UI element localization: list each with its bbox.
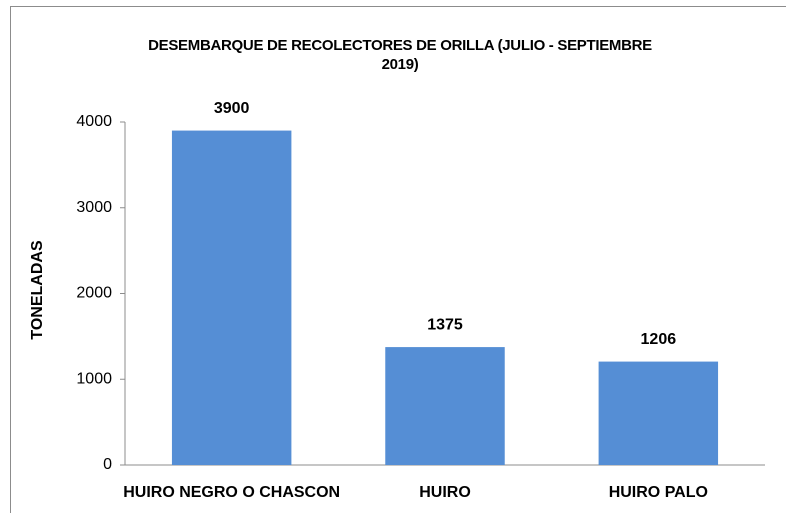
y-tick-label: 1000: [76, 370, 112, 387]
chart-title: DESEMBARQUE DE RECOLECTORES DE ORILLA (J…: [148, 37, 652, 73]
bar: [171, 130, 292, 465]
y-tick-label: 0: [103, 456, 112, 473]
x-tick-label: HUIRO: [419, 484, 471, 501]
y-tick-label: 4000: [76, 113, 112, 130]
data-label: 3900: [214, 100, 250, 117]
bar: [385, 347, 505, 465]
x-tick-label: HUIRO NEGRO O CHASCON: [123, 484, 340, 501]
y-axis-label: TONELADAS: [29, 240, 46, 340]
data-label: 1206: [641, 331, 677, 348]
y-tick-label: 3000: [76, 199, 112, 216]
chart-frame: [10, 6, 786, 513]
y-tick-label: 2000: [76, 285, 112, 302]
bar: [598, 361, 719, 465]
x-tick-label: HUIRO PALO: [609, 484, 708, 501]
data-label: 1375: [427, 316, 463, 333]
